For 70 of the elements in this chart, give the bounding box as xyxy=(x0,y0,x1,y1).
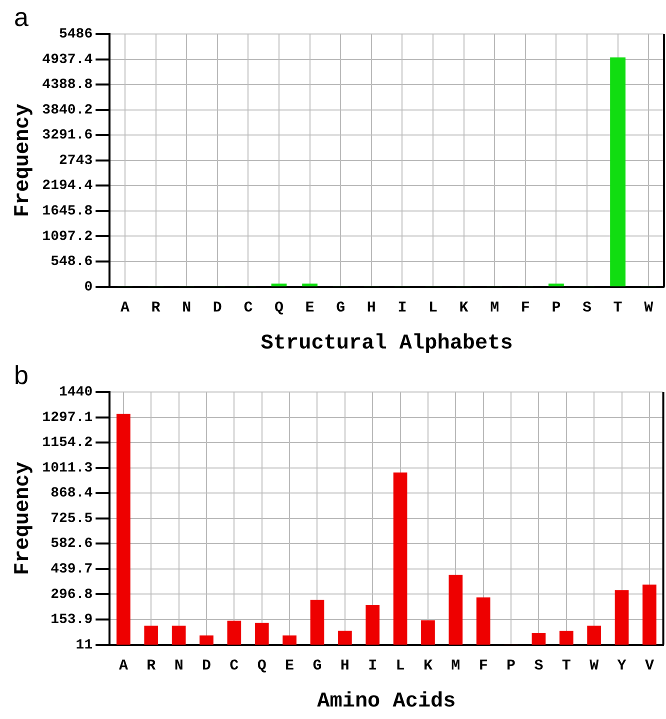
x-tick-label: S xyxy=(582,300,592,317)
y-tick-label: 725.5 xyxy=(50,510,93,527)
y-tick-label: 2194.4 xyxy=(42,178,93,194)
y-tick-label: 1011.3 xyxy=(42,460,93,476)
y-tick-label: 4937.4 xyxy=(42,52,93,68)
y-tick-label: 4388.8 xyxy=(42,77,93,94)
y-tick-label: 1297.1 xyxy=(42,410,93,426)
x-tick-label: W xyxy=(590,658,599,675)
y-axis-title: Frequency xyxy=(12,103,35,218)
y-tick-label: 1440 xyxy=(59,384,93,401)
x-tick-label: V xyxy=(644,658,654,675)
y-tick-label: 2743 xyxy=(59,152,93,169)
bar xyxy=(302,284,318,286)
x-tick-label: H xyxy=(340,658,350,675)
x-axis-title: Amino Acids xyxy=(317,690,456,714)
text: a xyxy=(14,2,29,32)
x-tick-label: N xyxy=(182,300,192,317)
x-tick-label: C xyxy=(230,658,239,675)
y-tick-label: 3291.6 xyxy=(42,128,93,144)
x-tick-label: D xyxy=(202,658,212,675)
x-tick-label: F xyxy=(478,658,488,675)
x-tick-label: E xyxy=(305,300,314,317)
x-tick-label: R xyxy=(151,300,160,317)
x-tick-label: M xyxy=(451,658,460,675)
x-tick-label: L xyxy=(428,300,438,317)
x-tick-label: H xyxy=(366,300,376,317)
x-tick-label: K xyxy=(459,300,468,317)
y-tick-label: 439.7 xyxy=(50,561,93,578)
x-tick-label: M xyxy=(490,300,500,317)
x-tick-label: G xyxy=(312,658,322,675)
x-axis-title: Structural Alphabets xyxy=(260,332,513,356)
y-tick-label: 1645.8 xyxy=(42,203,93,220)
y-tick-label: 548.6 xyxy=(50,254,93,270)
x-tick-label: L xyxy=(396,658,405,675)
bar xyxy=(610,57,626,286)
x-tick-label: N xyxy=(174,658,184,675)
y-tick-label: 3840.2 xyxy=(42,102,93,118)
x-tick-label: I xyxy=(398,300,407,317)
x-tick-label: F xyxy=(520,300,530,317)
y-tick-label: 153.9 xyxy=(50,612,93,628)
y-tick-label: 1154.2 xyxy=(42,435,93,452)
y-tick-label: 582.6 xyxy=(50,536,93,552)
x-tick-label: K xyxy=(423,658,432,675)
x-tick-label: P xyxy=(552,300,561,317)
y-tick-label: 11 xyxy=(76,637,93,654)
x-tick-label: E xyxy=(285,658,294,675)
x-tick-label: A xyxy=(120,300,130,317)
x-tick-label: D xyxy=(212,300,222,317)
x-tick-label: G xyxy=(336,300,346,317)
y-tick-label: 868.4 xyxy=(50,486,93,502)
y-tick-label: 5486 xyxy=(59,26,93,43)
x-tick-label: S xyxy=(534,658,544,675)
y-tick-label: 0 xyxy=(84,279,93,296)
bar xyxy=(271,284,287,286)
x-tick-label: Y xyxy=(617,658,626,675)
x-tick-label: P xyxy=(506,658,516,675)
bar xyxy=(548,284,564,286)
y-tick-label: 1097.2 xyxy=(42,228,93,245)
x-tick-label: C xyxy=(244,300,253,317)
x-tick-label: T xyxy=(613,300,622,317)
x-tick-label: I xyxy=(368,658,378,675)
x-tick-label: T xyxy=(562,658,571,675)
x-tick-label: R xyxy=(146,658,156,675)
x-tick-label: Q xyxy=(274,300,284,317)
y-tick-label: 296.8 xyxy=(50,586,93,603)
text: b xyxy=(14,360,28,390)
x-tick-label: A xyxy=(118,658,128,675)
x-tick-label: W xyxy=(644,300,654,317)
x-tick-label: Q xyxy=(257,658,266,675)
y-axis-title: Frequency xyxy=(12,461,35,576)
